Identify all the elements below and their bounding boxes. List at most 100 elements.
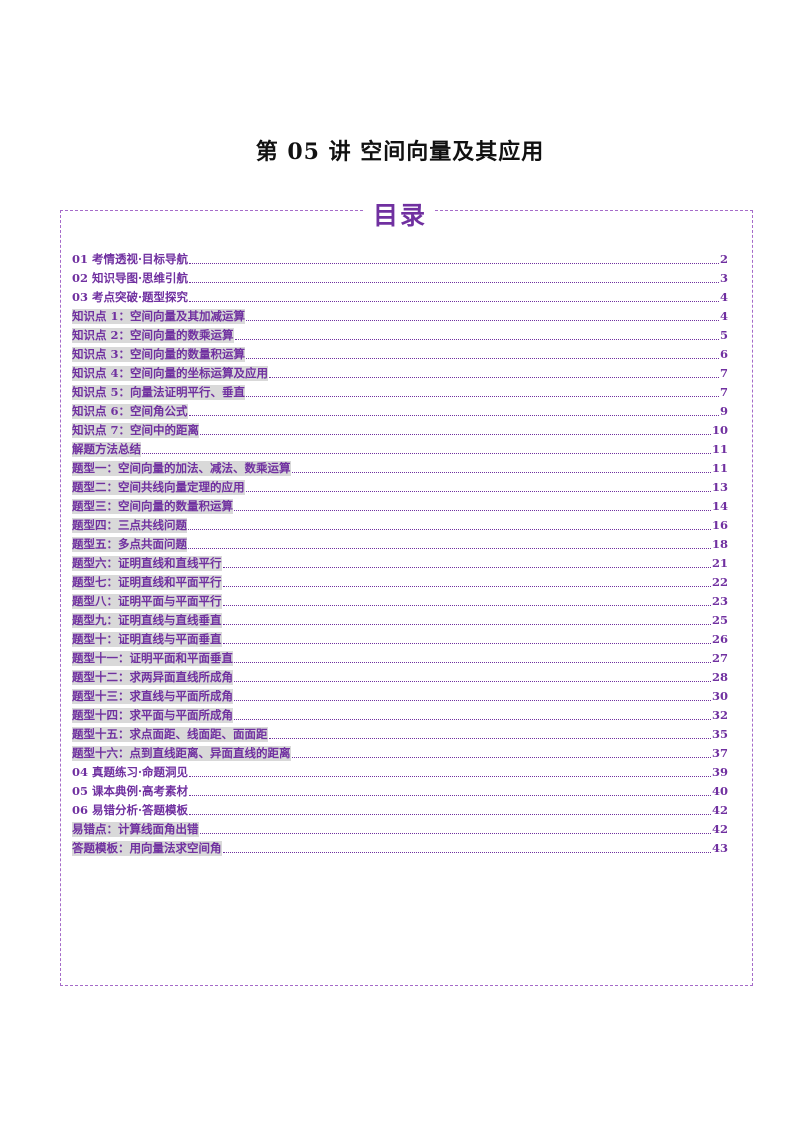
toc-entry-label: 题型八：证明平面与平面平行 <box>72 594 222 609</box>
toc-entry-label: 01 考情透视·目标导航 <box>72 252 189 266</box>
toc-entry-label: 05 课本典例·高考素材 <box>72 784 189 798</box>
toc-entry-page: 42 <box>711 822 728 836</box>
toc-entry[interactable]: 易错点：计算线面角出错 42 <box>72 818 728 837</box>
toc-leader-dots <box>269 377 719 378</box>
toc-entry-page: 37 <box>711 746 728 760</box>
toc-leader-dots <box>291 472 711 473</box>
toc-entry[interactable]: 题型十：证明直线与平面垂直 26 <box>72 628 728 647</box>
toc-entry[interactable]: 06 易错分析·答题模板 42 <box>72 799 728 818</box>
toc-entry-page: 42 <box>711 803 728 817</box>
toc-entry[interactable]: 题型十三：求直线与平面所成角 30 <box>72 685 728 704</box>
toc-entry-label: 题型二：空间共线向量定理的应用 <box>72 480 245 495</box>
toc-entry[interactable]: 题型十五：求点面距、线面距、面面距 35 <box>72 723 728 742</box>
toc-entry-label: 题型九：证明直线与直线垂直 <box>72 613 222 628</box>
toc-entry-label: 题型五：多点共面问题 <box>72 537 187 552</box>
toc-leader-dots <box>246 396 719 397</box>
toc-entry[interactable]: 题型十一：证明平面和平面垂直 27 <box>72 647 728 666</box>
toc-entry[interactable]: 题型十四：求平面与平面所成角 32 <box>72 704 728 723</box>
toc-entry[interactable]: 03 考点突破·题型探究 4 <box>72 286 728 305</box>
toc-leader-dots <box>246 358 719 359</box>
toc-entry-label: 题型三：空间向量的数量积运算 <box>72 499 233 514</box>
toc-entry-label: 题型七：证明直线和平面平行 <box>72 575 222 590</box>
toc-entry[interactable]: 题型六：证明直线和直线平行 21 <box>72 552 728 571</box>
toc-entry[interactable]: 01 考情透视·目标导航 2 <box>72 248 728 267</box>
toc-leader-dots <box>188 548 711 549</box>
toc-leader-dots <box>189 776 711 777</box>
toc-entry-page: 2 <box>719 252 728 266</box>
toc-leader-dots <box>189 301 719 302</box>
toc-leader-dots <box>222 643 711 644</box>
toc-entry-label: 题型十六：点到直线距离、异面直线的距离 <box>72 746 291 761</box>
toc-entry[interactable]: 04 真题练习·命题洞见 39 <box>72 761 728 780</box>
toc-entry-page: 21 <box>711 556 728 570</box>
toc-entry-page: 13 <box>711 480 728 494</box>
toc-entry-page: 5 <box>719 328 728 342</box>
toc-leader-dots <box>200 434 711 435</box>
toc-entry[interactable]: 知识点 4：空间向量的坐标运算及应用 7 <box>72 362 728 381</box>
toc-leader-dots <box>199 833 711 834</box>
toc-entry-label: 答题模板：用向量法求空间角 <box>72 841 222 856</box>
toc-entry-page: 11 <box>711 442 728 456</box>
toc-entry[interactable]: 答题模板：用向量法求空间角 43 <box>72 837 728 856</box>
toc-entry-page: 3 <box>719 271 728 285</box>
toc-entry[interactable]: 题型八：证明平面与平面平行 23 <box>72 590 728 609</box>
toc-entry[interactable]: 题型五：多点共面问题 18 <box>72 533 728 552</box>
toc-entry-page: 39 <box>711 765 728 779</box>
toc-entry[interactable]: 题型一：空间向量的加法、减法、数乘运算 11 <box>72 457 728 476</box>
toc-entry[interactable]: 知识点 6：空间角公式 9 <box>72 400 728 419</box>
toc-list: 01 考情透视·目标导航 2 02 知识导图·思维引航 3 03 考点突破·题型探究 4 知… <box>72 248 728 856</box>
toc-leader-dots <box>188 415 719 416</box>
toc-entry-page: 30 <box>711 689 728 703</box>
toc-entry[interactable]: 02 知识导图·思维引航 3 <box>72 267 728 286</box>
toc-entry-label: 知识点 2：空间向量的数乘运算 <box>72 328 234 343</box>
toc-leader-dots <box>268 738 711 739</box>
toc-leader-dots <box>234 719 711 720</box>
toc-entry[interactable]: 知识点 7：空间中的距离 10 <box>72 419 728 438</box>
toc-leader-dots <box>188 529 711 530</box>
toc-leader-dots <box>245 491 711 492</box>
toc-entry[interactable]: 题型四：三点共线问题 16 <box>72 514 728 533</box>
toc-leader-dots <box>222 586 711 587</box>
toc-entry-page: 9 <box>719 404 728 418</box>
toc-entry[interactable]: 解题方法总结 11 <box>72 438 728 457</box>
toc-entry-label: 题型一：空间向量的加法、减法、数乘运算 <box>72 461 291 476</box>
toc-entry-page: 14 <box>711 499 728 513</box>
toc-entry-label: 知识点 5：向量法证明平行、垂直 <box>72 385 246 400</box>
toc-entry-label: 解题方法总结 <box>72 442 141 457</box>
toc-leader-dots <box>189 814 711 815</box>
toc-entry-label: 题型十二：求两异面直线所成角 <box>72 670 233 685</box>
toc-entry[interactable]: 知识点 3：空间向量的数量积运算 6 <box>72 343 728 362</box>
toc-entry-label: 知识点 4：空间向量的坐标运算及应用 <box>72 366 269 381</box>
toc-entry-page: 10 <box>711 423 728 437</box>
toc-entry[interactable]: 题型七：证明直线和平面平行 22 <box>72 571 728 590</box>
toc-entry[interactable]: 题型十二：求两异面直线所成角 28 <box>72 666 728 685</box>
toc-entry-page: 7 <box>719 385 728 399</box>
toc-entry[interactable]: 题型三：空间向量的数量积运算 14 <box>72 495 728 514</box>
toc-entry-page: 22 <box>711 575 728 589</box>
toc-entry[interactable]: 题型十六：点到直线距离、异面直线的距离 37 <box>72 742 728 761</box>
toc-leader-dots <box>142 453 711 454</box>
toc-entry[interactable]: 题型二：空间共线向量定理的应用 13 <box>72 476 728 495</box>
toc-entry[interactable]: 知识点 1：空间向量及其加减运算 4 <box>72 305 728 324</box>
toc-entry-page: 7 <box>719 366 728 380</box>
toc-entry-label: 06 易错分析·答题模板 <box>72 803 189 817</box>
toc-leader-dots <box>234 510 711 511</box>
toc-entry[interactable]: 知识点 5：向量法证明平行、垂直 7 <box>72 381 728 400</box>
toc-leader-dots <box>234 681 711 682</box>
toc-entry-label: 知识点 6：空间角公式 <box>72 404 188 419</box>
toc-leader-dots <box>246 320 719 321</box>
toc-entry[interactable]: 题型九：证明直线与直线垂直 25 <box>72 609 728 628</box>
toc-entry-page: 16 <box>711 518 728 532</box>
toc-leader-dots <box>291 757 711 758</box>
toc-entry-page: 4 <box>719 290 728 304</box>
toc-entry-label: 题型十一：证明平面和平面垂直 <box>72 651 233 666</box>
toc-entry-page: 27 <box>711 651 728 665</box>
toc-entry-page: 28 <box>711 670 728 684</box>
toc-entry-page: 25 <box>711 613 728 627</box>
toc-entry[interactable]: 知识点 2：空间向量的数乘运算 5 <box>72 324 728 343</box>
toc-entry[interactable]: 05 课本典例·高考素材 40 <box>72 780 728 799</box>
toc-entry-page: 32 <box>711 708 728 722</box>
toc-entry-page: 35 <box>711 727 728 741</box>
toc-leader-dots <box>189 282 719 283</box>
toc-entry-label: 题型六：证明直线和直线平行 <box>72 556 222 571</box>
